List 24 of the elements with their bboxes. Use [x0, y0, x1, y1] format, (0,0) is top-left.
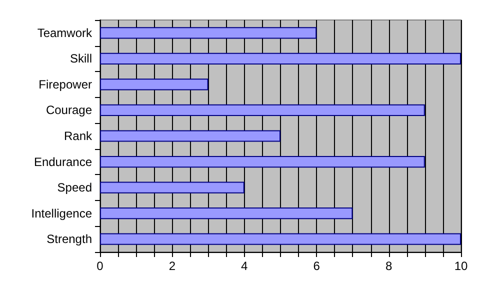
bar [100, 78, 208, 90]
y-tick-label: Skill [70, 52, 92, 66]
bar [100, 208, 353, 220]
x-tick-label: 2 [168, 259, 176, 273]
y-tick-label: Teamwork [37, 26, 93, 40]
x-tick-label: 4 [241, 259, 248, 273]
y-tick-label: Firepower [38, 77, 92, 92]
bar [100, 52, 461, 64]
y-tick-label: Speed [57, 180, 92, 195]
y-tick-label: Rank [64, 129, 93, 143]
bar [100, 233, 461, 245]
x-tick-label: 10 [454, 259, 468, 273]
x-tick-label: 6 [313, 259, 320, 273]
x-tick-label: 0 [96, 259, 104, 273]
y-tick-label: Endurance [34, 154, 92, 169]
y-tick-label: Courage [46, 103, 92, 118]
bar [100, 182, 244, 194]
y-tick-label: Strength [46, 232, 92, 246]
bar [100, 27, 317, 39]
x-tick-label: 8 [385, 259, 392, 273]
bar [100, 156, 425, 168]
y-tick-label: Intelligence [31, 206, 92, 220]
bar [100, 130, 280, 142]
bar [100, 104, 425, 116]
